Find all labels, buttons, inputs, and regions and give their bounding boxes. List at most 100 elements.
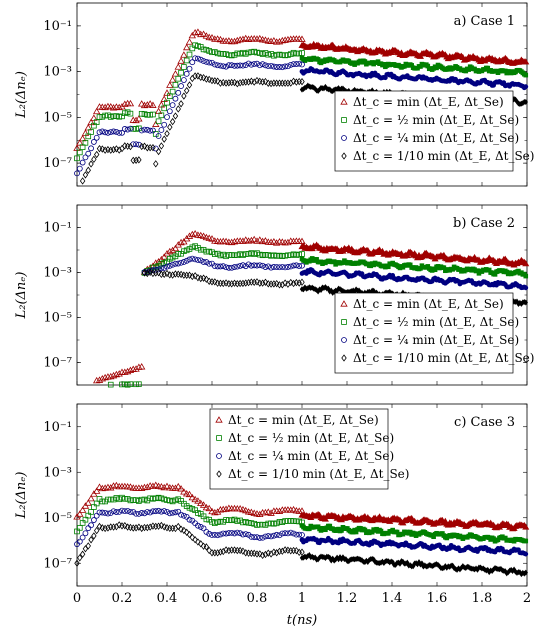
marker-series-2 [223, 517, 229, 523]
x-axis-label: t(ns) [287, 613, 317, 628]
marker-series-1 [87, 494, 95, 502]
marker-series-1 [230, 37, 239, 45]
marker-series-2 [91, 122, 97, 129]
marker-series-2 [127, 110, 134, 117]
marker-series-4 [296, 279, 302, 287]
marker-series-2 [400, 531, 406, 537]
marker-series-3 [144, 269, 151, 276]
marker-series-2 [178, 69, 184, 76]
marker-series-1 [143, 101, 152, 108]
legend-box [334, 90, 514, 172]
marker-series-3 [299, 262, 305, 269]
marker-series-3 [138, 127, 145, 134]
y-tick-label: 10⁻¹ [43, 420, 72, 435]
marker-series-4 [276, 79, 283, 87]
x-tick-label: 0.8 [247, 591, 268, 606]
marker-series-3 [155, 133, 162, 139]
marker-series-3 [197, 56, 204, 63]
marker-series-3 [161, 265, 168, 271]
marker-series-2 [110, 496, 117, 503]
marker-series-3 [172, 95, 179, 102]
marker-series-4 [206, 75, 212, 84]
marker-series-2 [259, 252, 266, 259]
y-tick-label: 10⁻¹ [43, 221, 72, 236]
legend-marker-4 [341, 354, 347, 362]
panel-title: b) Case 2 [453, 216, 515, 231]
marker-series-4 [265, 549, 271, 557]
marker-series-2 [434, 65, 439, 71]
marker-series-4 [138, 524, 145, 533]
marker-series-2 [226, 52, 232, 58]
marker-series-4 [299, 278, 305, 286]
marker-series-2 [147, 111, 153, 118]
marker-series-2 [287, 518, 294, 524]
marker-series-2 [273, 51, 280, 58]
marker-series-2 [476, 271, 482, 276]
marker-series-3 [119, 507, 125, 514]
marker-series-2 [107, 496, 114, 503]
marker-series-2 [245, 251, 252, 257]
marker-series-2 [242, 51, 249, 57]
marker-series-3 [268, 264, 274, 271]
marker-series-2 [124, 109, 131, 116]
series-group [73, 481, 530, 578]
marker-series-2 [273, 520, 280, 527]
marker-series-2 [237, 50, 243, 57]
marker-series-3 [110, 508, 117, 515]
marker-series-4 [299, 77, 305, 86]
marker-series-2 [79, 144, 86, 150]
marker-series-1 [166, 81, 174, 88]
marker-series-1 [126, 99, 135, 107]
marker-series-2 [212, 251, 218, 257]
marker-series-3 [161, 121, 168, 128]
marker-series-1 [149, 482, 157, 489]
marker-series-1 [123, 367, 132, 375]
marker-series-3 [265, 63, 272, 70]
marker-series-1 [281, 36, 289, 43]
marker-series-1 [213, 508, 222, 515]
marker-series-2 [486, 267, 492, 273]
marker-series-3 [293, 61, 300, 67]
marker-series-2 [164, 99, 170, 106]
marker-series-3 [237, 263, 244, 269]
marker-series-3 [276, 532, 283, 539]
y-tick-label: 10⁻⁵ [43, 511, 72, 526]
marker-series-3 [276, 264, 283, 271]
marker-series-3 [124, 507, 131, 514]
marker-series-2 [74, 528, 80, 535]
marker-series-2 [172, 497, 179, 504]
marker-series-4 [116, 521, 122, 529]
marker-series-3 [228, 264, 235, 271]
marker-series-4 [153, 160, 159, 168]
marker-series-2 [254, 250, 260, 256]
marker-series-3 [93, 512, 100, 519]
marker-series-2 [475, 268, 480, 273]
marker-series-4 [209, 549, 215, 557]
legend-label-2: Δt_c = ½ min (Δt_E, Δt_Se) [228, 431, 394, 445]
marker-series-2 [178, 498, 184, 504]
marker-series-3 [200, 259, 207, 265]
legend-marker-2 [341, 117, 347, 123]
marker-series-3 [166, 262, 173, 269]
marker-series-3 [99, 128, 106, 135]
marker-series-2 [183, 503, 190, 509]
marker-series-2 [181, 248, 187, 255]
y-tick-label: 10⁻⁷ [43, 156, 72, 171]
marker-series-3 [76, 538, 83, 545]
marker-series-4 [523, 299, 528, 306]
legend-label-1: Δt_c = min (Δt_E, Δt_Se) [353, 297, 504, 311]
marker-series-4 [200, 274, 207, 282]
marker-series-2 [240, 519, 246, 526]
marker-series-3 [282, 63, 289, 70]
marker-series-1 [76, 139, 84, 146]
marker-series-1 [157, 101, 166, 108]
marker-series-3 [130, 509, 137, 515]
marker-series-3 [220, 263, 227, 270]
marker-series-3 [209, 59, 215, 66]
marker-series-4 [516, 300, 521, 307]
marker-series-3 [220, 63, 227, 70]
x-tick-label: 1.6 [427, 591, 448, 606]
marker-series-4 [285, 79, 291, 87]
marker-series-2 [418, 266, 423, 271]
marker-series-3 [74, 170, 80, 177]
